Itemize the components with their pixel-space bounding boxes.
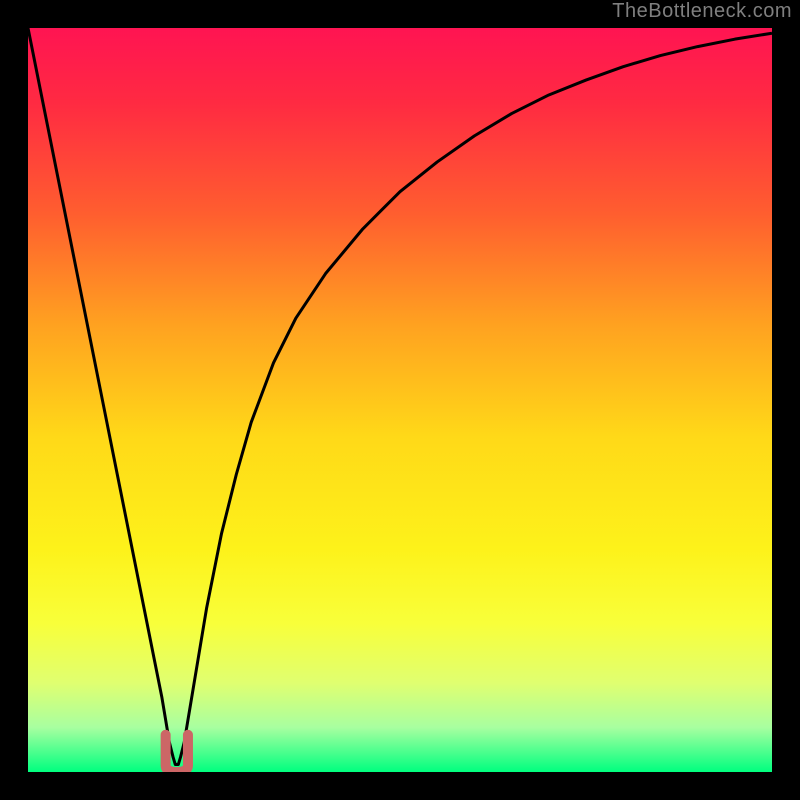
gradient-background — [28, 28, 772, 772]
plot-svg — [28, 28, 772, 772]
plot-area — [28, 28, 772, 772]
watermark-text: TheBottleneck.com — [612, 0, 792, 23]
chart-container: TheBottleneck.com — [0, 0, 800, 800]
